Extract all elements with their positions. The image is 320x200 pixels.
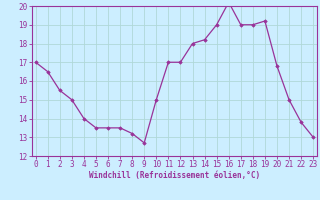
X-axis label: Windchill (Refroidissement éolien,°C): Windchill (Refroidissement éolien,°C) (89, 171, 260, 180)
